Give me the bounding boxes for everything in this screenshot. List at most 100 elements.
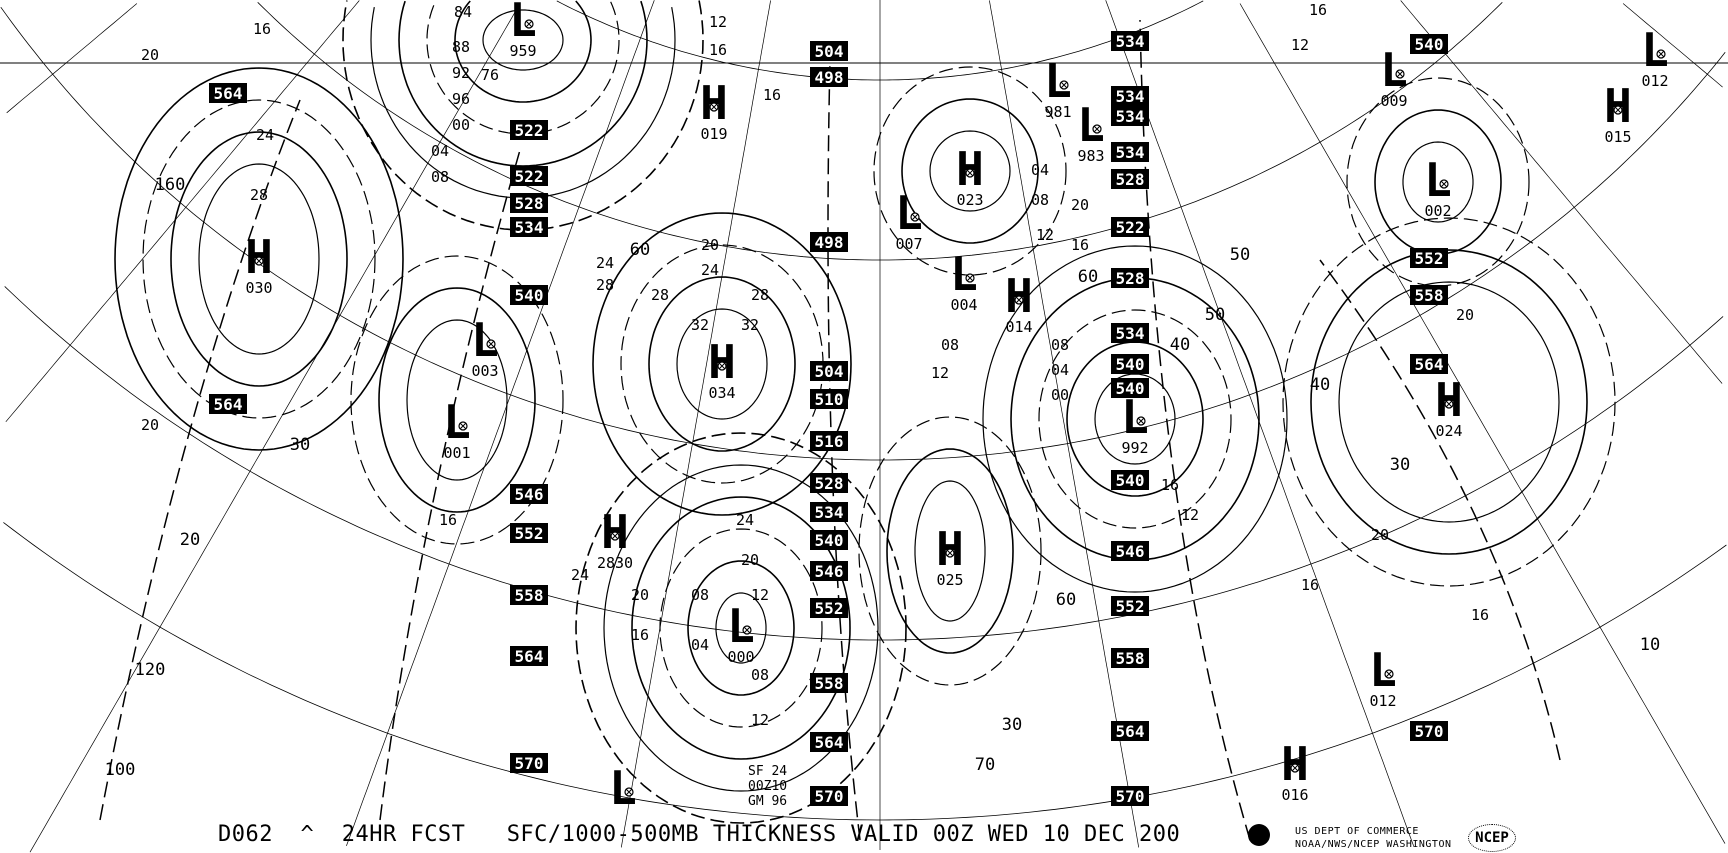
thickness-label: 570 — [515, 754, 544, 773]
grid-label: 50 — [1230, 245, 1250, 265]
isobar-label: 08 — [1051, 336, 1069, 354]
isobar-contour — [1338, 281, 1560, 523]
thickness-label: 558 — [515, 586, 544, 605]
low-pressure-center: L — [1121, 390, 1149, 444]
meridian-line — [6, 3, 138, 114]
isobar-label: 76 — [481, 66, 499, 84]
grid-label: 60 — [630, 240, 650, 260]
isobar-contour — [676, 308, 768, 420]
grid-label: 40 — [1310, 375, 1330, 395]
grid-label: 60 — [1056, 590, 1076, 610]
thickness-label-box — [810, 673, 848, 693]
isobar-label: 20 — [741, 551, 759, 569]
isobar-label: 24 — [256, 126, 274, 144]
thickness-label: 540 — [1116, 379, 1145, 398]
central-pressure-value: 016 — [1281, 786, 1308, 804]
thickness-label: 552 — [1415, 249, 1444, 268]
thickness-label: 528 — [1116, 170, 1145, 189]
grid-label: 30 — [290, 435, 310, 455]
thickness-label: 540 — [1116, 471, 1145, 490]
isobar-label: 16 — [1071, 236, 1089, 254]
center-marker-cross — [1060, 81, 1068, 89]
meridian-line — [989, 0, 1140, 848]
agency-line2: NOAA/NWS/NCEP WASHINGTON — [1295, 839, 1452, 850]
thickness-label-box — [1111, 86, 1149, 106]
isobar-label: 84 — [454, 3, 472, 21]
isobar-label: 16 — [1301, 576, 1319, 594]
isobar-label: 24 — [596, 254, 614, 272]
stamp-line2: 00Z10 — [748, 779, 788, 794]
low-pressure-center: L — [1077, 98, 1105, 152]
center-marker-cross — [1385, 670, 1393, 678]
isobar-contour — [198, 163, 320, 355]
low-pressure-center: L — [1641, 23, 1669, 77]
isobar-label: 24 — [701, 261, 719, 279]
isobar-contour — [901, 98, 1039, 244]
map-stamp: SF 24 00Z10 GM 96 — [748, 764, 787, 809]
center-marker-cross — [966, 169, 974, 177]
grid-label: 160 — [155, 175, 186, 195]
thickness-label: 510 — [815, 390, 844, 409]
thickness-label-box — [510, 484, 548, 504]
isobar-contour — [575, 0, 592, 41]
thickness-label: 540 — [815, 531, 844, 550]
thickness-label-box — [1111, 217, 1149, 237]
thickness-label: 564 — [1116, 722, 1145, 741]
isobar-contour — [698, 0, 704, 41]
isobar-contour — [631, 496, 851, 760]
thickness-label: 528 — [515, 194, 544, 213]
meridian-line — [346, 0, 655, 847]
thickness-label: 516 — [815, 432, 844, 451]
isobar-label: 00 — [1051, 386, 1069, 404]
isobar-label: 00 — [452, 116, 470, 134]
thickness-label: 570 — [1116, 787, 1145, 806]
low-pressure-center: L — [443, 395, 471, 449]
isobar-label: 20 — [701, 236, 719, 254]
noaa-logo-icon — [1248, 824, 1270, 846]
isobar-contour — [1346, 77, 1530, 287]
thickness-label: 552 — [1116, 597, 1145, 616]
thickness-label-box — [1111, 142, 1149, 162]
thickness-label: 528 — [1116, 269, 1145, 288]
isobar-contour — [406, 319, 508, 481]
ncep-logo: NCEP — [1468, 824, 1516, 852]
isobar-label: 04 — [1031, 161, 1049, 179]
thickness-contour — [379, 149, 521, 821]
center-marker-cross — [1291, 764, 1299, 772]
low-pressure-center: L — [950, 247, 978, 301]
thickness-label: 534 — [1116, 32, 1145, 51]
thickness-label: 522 — [515, 167, 544, 186]
central-pressure-value: 023 — [956, 191, 983, 209]
thickness-label: 564 — [214, 84, 243, 103]
isobar-label: 20 — [1071, 196, 1089, 214]
isobar-contour — [378, 287, 536, 513]
meridian-line — [620, 0, 771, 848]
isobar-label: 96 — [452, 90, 470, 108]
isobar-label: 08 — [751, 666, 769, 684]
isobar-contour — [886, 448, 1014, 654]
thickness-label: 564 — [815, 733, 844, 752]
low-pressure-center: L — [1380, 43, 1408, 97]
thickness-contour — [99, 99, 301, 821]
isobar-contour — [982, 245, 1288, 593]
thickness-label-box — [1111, 31, 1149, 51]
thickness-label-box — [1111, 106, 1149, 126]
center-marker-cross — [1137, 417, 1145, 425]
isobar-contour — [1402, 141, 1474, 223]
central-pressure-value: 034 — [708, 384, 735, 402]
center-marker-cross — [911, 213, 919, 221]
isobar-label: 16 — [439, 511, 457, 529]
isobar-contour — [114, 67, 404, 451]
grid-label: 120 — [135, 660, 166, 680]
stamp-line3: GM 96 — [748, 794, 788, 809]
thickness-label-box — [510, 217, 548, 237]
central-pressure-value: 012 — [1641, 72, 1668, 90]
center-marker-cross — [1614, 106, 1622, 114]
thickness-label-box — [510, 646, 548, 666]
thickness-label-box — [810, 361, 848, 381]
isobar-label: 12 — [931, 364, 949, 382]
central-pressure-value: 001 — [443, 444, 470, 462]
isobar-contour — [858, 416, 1042, 686]
isobar-contour — [482, 9, 564, 71]
meridian-line — [1622, 3, 1723, 88]
